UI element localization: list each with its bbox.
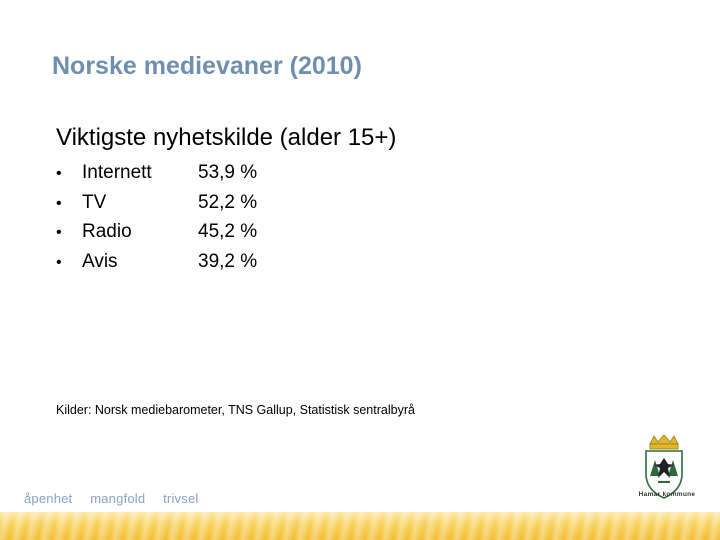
list-item: • TV 52,2 % — [56, 188, 257, 218]
bullet: • — [56, 165, 62, 182]
list-item: • Internett 53,9 % — [56, 158, 257, 188]
list-item: • Radio 45,2 % — [56, 217, 257, 247]
slogan-word: åpenhet — [24, 491, 73, 506]
source-note: Kilder: Norsk mediebarometer, TNS Gallup… — [56, 403, 415, 417]
item-label: Internett — [82, 162, 152, 183]
bullet: • — [56, 224, 62, 241]
item-value: 52,2 % — [198, 191, 258, 213]
news-source-list: • Internett 53,9 % • TV 52,2 % • Radio 4… — [56, 158, 257, 276]
item-value: 39,2 % — [198, 250, 258, 272]
slide-subtitle: Viktigste nyhetskilde (alder 15+) — [56, 124, 397, 151]
item-value: 45,2 % — [198, 221, 258, 242]
slogan-word: trivsel — [163, 491, 199, 506]
hamar-coat-of-arms-icon — [645, 434, 683, 499]
footer-band — [0, 512, 720, 540]
logo-text: Hamar kommune — [638, 491, 696, 498]
item-label: Radio — [82, 221, 132, 242]
item-value: 53,9 % — [198, 162, 258, 183]
item-label: Avis — [82, 250, 118, 272]
bullet: • — [56, 194, 62, 212]
slide-title: Norske medievaner (2010) — [52, 52, 362, 80]
bullet: • — [56, 253, 62, 271]
item-label: TV — [82, 191, 107, 213]
slogan-word: mangfold — [90, 491, 146, 506]
list-item: • Avis 39,2 % — [56, 247, 257, 277]
slogan: åpenhet mangfold trivsel — [24, 491, 212, 506]
